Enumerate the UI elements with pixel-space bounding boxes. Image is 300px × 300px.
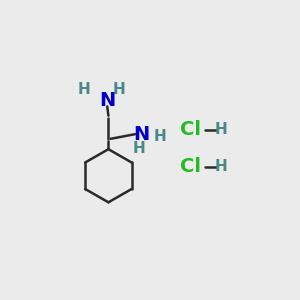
Text: H: H (132, 140, 145, 155)
Text: H: H (78, 82, 90, 97)
Text: N: N (99, 91, 116, 110)
Text: H: H (215, 159, 228, 174)
Text: H: H (112, 82, 125, 97)
Text: H: H (215, 122, 228, 137)
Text: Cl: Cl (181, 120, 202, 139)
Text: Cl: Cl (181, 157, 202, 176)
Text: N: N (133, 125, 149, 144)
Text: H: H (153, 129, 166, 144)
